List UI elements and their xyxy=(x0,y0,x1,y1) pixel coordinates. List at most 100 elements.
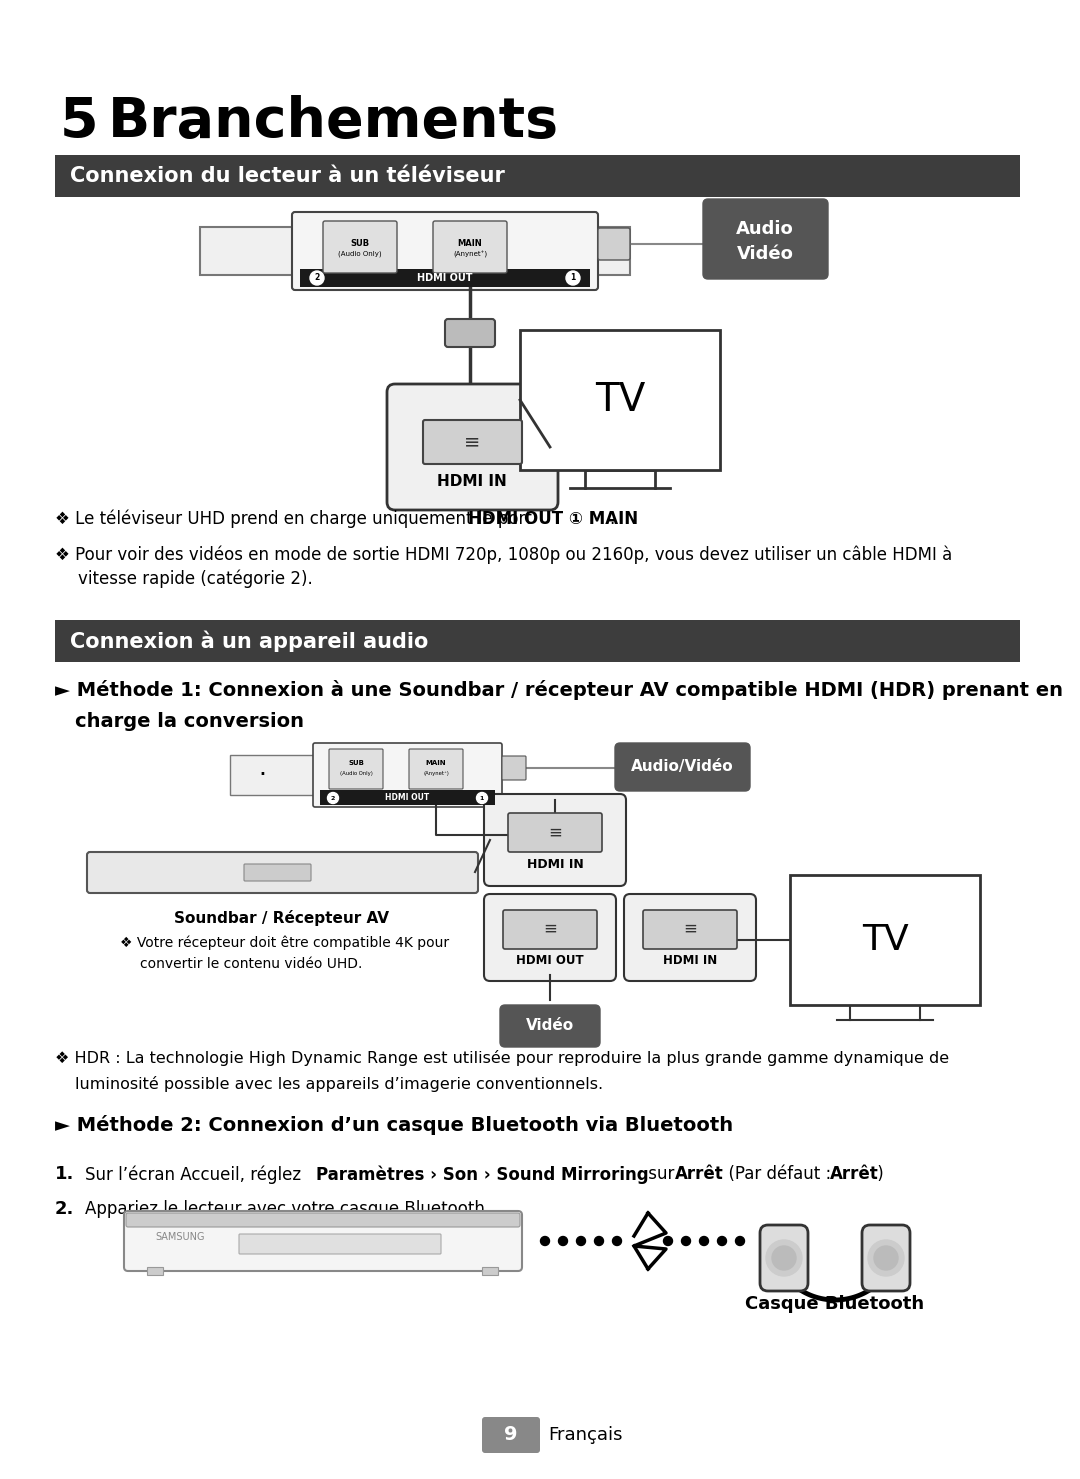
Text: (Anynet⁺): (Anynet⁺) xyxy=(423,771,449,775)
Text: TV: TV xyxy=(862,923,908,957)
Circle shape xyxy=(327,793,338,803)
Circle shape xyxy=(577,1236,585,1245)
Circle shape xyxy=(612,1236,621,1245)
Text: 5: 5 xyxy=(60,95,98,149)
Text: Audio: Audio xyxy=(737,220,794,238)
FancyBboxPatch shape xyxy=(445,319,495,348)
FancyBboxPatch shape xyxy=(503,910,597,950)
Text: ≡: ≡ xyxy=(463,432,481,451)
FancyBboxPatch shape xyxy=(703,200,828,280)
Text: Branchements: Branchements xyxy=(108,95,559,149)
Text: 1.: 1. xyxy=(55,1165,75,1183)
Text: ❖ Votre récepteur doit être compatible 4K pour: ❖ Votre récepteur doit être compatible 4… xyxy=(120,935,449,950)
Text: .): .) xyxy=(872,1165,883,1183)
Text: Arrêt: Arrêt xyxy=(831,1165,879,1183)
FancyBboxPatch shape xyxy=(760,1225,808,1291)
FancyBboxPatch shape xyxy=(423,420,522,464)
Circle shape xyxy=(540,1236,550,1245)
Text: luminosité possible avec les appareils d’imagerie conventionnels.: luminosité possible avec les appareils d… xyxy=(75,1077,603,1092)
FancyBboxPatch shape xyxy=(502,756,526,779)
FancyBboxPatch shape xyxy=(624,893,756,981)
Circle shape xyxy=(476,793,487,803)
Text: Français: Français xyxy=(548,1426,622,1444)
FancyBboxPatch shape xyxy=(239,1233,441,1254)
Text: Vidéo: Vidéo xyxy=(737,246,794,263)
Text: . (Par défaut :: . (Par défaut : xyxy=(718,1165,837,1183)
Text: 2.: 2. xyxy=(55,1199,75,1219)
Circle shape xyxy=(310,271,324,285)
FancyBboxPatch shape xyxy=(508,813,602,852)
Text: HDMI IN: HDMI IN xyxy=(663,954,717,966)
FancyBboxPatch shape xyxy=(500,1006,600,1047)
FancyBboxPatch shape xyxy=(124,1211,522,1270)
Circle shape xyxy=(566,271,580,285)
Text: vitesse rapide (catégorie 2).: vitesse rapide (catégorie 2). xyxy=(78,569,313,589)
Circle shape xyxy=(681,1236,690,1245)
Text: TV: TV xyxy=(595,382,645,419)
Text: SUB: SUB xyxy=(350,238,369,247)
Text: SUB: SUB xyxy=(348,760,364,766)
FancyBboxPatch shape xyxy=(387,385,558,510)
Text: 2: 2 xyxy=(314,274,320,282)
FancyBboxPatch shape xyxy=(87,852,478,893)
Circle shape xyxy=(594,1236,604,1245)
FancyBboxPatch shape xyxy=(484,893,616,981)
Text: Arrêt: Arrêt xyxy=(675,1165,724,1183)
Bar xyxy=(55,620,1020,663)
Text: charge la conversion: charge la conversion xyxy=(75,711,303,731)
Text: ≡: ≡ xyxy=(543,920,557,938)
FancyBboxPatch shape xyxy=(244,864,311,881)
Text: MAIN: MAIN xyxy=(458,238,483,247)
Text: sur: sur xyxy=(643,1165,679,1183)
Text: Connexion à un appareil audio: Connexion à un appareil audio xyxy=(70,630,429,652)
FancyBboxPatch shape xyxy=(598,228,630,260)
Text: Paramètres › Son › Sound Mirroring: Paramètres › Son › Sound Mirroring xyxy=(316,1165,649,1183)
Text: ·: · xyxy=(258,763,266,787)
FancyBboxPatch shape xyxy=(862,1225,910,1291)
Circle shape xyxy=(868,1239,904,1276)
Bar xyxy=(300,269,590,287)
Circle shape xyxy=(700,1236,708,1245)
Text: Casque Bluetooth: Casque Bluetooth xyxy=(745,1296,924,1313)
Text: ❖ HDR : La technologie High Dynamic Range est utilisée pour reproduire la plus g: ❖ HDR : La technologie High Dynamic Rang… xyxy=(55,1050,949,1066)
Text: (Audio Only): (Audio Only) xyxy=(339,771,373,775)
Text: MAIN: MAIN xyxy=(426,760,446,766)
FancyBboxPatch shape xyxy=(643,910,737,950)
Text: convertir le contenu vidéo UHD.: convertir le contenu vidéo UHD. xyxy=(140,957,363,972)
FancyBboxPatch shape xyxy=(329,748,383,788)
Bar xyxy=(230,754,475,796)
Circle shape xyxy=(772,1245,796,1270)
Text: ❖ Pour voir des vidéos en mode de sortie HDMI 720p, 1080p ou 2160p, vous devez u: ❖ Pour voir des vidéos en mode de sortie… xyxy=(55,544,953,563)
Bar xyxy=(519,330,720,470)
Text: HDMI IN: HDMI IN xyxy=(437,475,507,490)
Text: HDMI OUT: HDMI OUT xyxy=(516,954,584,966)
FancyBboxPatch shape xyxy=(313,742,502,808)
FancyBboxPatch shape xyxy=(292,211,598,290)
Text: .: . xyxy=(609,510,615,528)
FancyBboxPatch shape xyxy=(433,220,507,274)
Text: ≡: ≡ xyxy=(683,920,697,938)
FancyBboxPatch shape xyxy=(484,794,626,886)
Circle shape xyxy=(717,1236,727,1245)
Text: 9: 9 xyxy=(504,1426,517,1445)
Circle shape xyxy=(558,1236,567,1245)
Text: 1: 1 xyxy=(570,274,576,282)
Circle shape xyxy=(766,1239,802,1276)
Text: HDMI OUT: HDMI OUT xyxy=(384,794,429,803)
Text: 2: 2 xyxy=(330,796,335,800)
Text: Appariez le lecteur avec votre casque Bluetooth.: Appariez le lecteur avec votre casque Bl… xyxy=(85,1199,490,1219)
Text: (Audio Only): (Audio Only) xyxy=(338,251,382,257)
Bar xyxy=(55,155,1020,197)
Text: HDMI OUT ① MAIN: HDMI OUT ① MAIN xyxy=(468,510,638,528)
Text: Soundbar / Récepteur AV: Soundbar / Récepteur AV xyxy=(175,910,390,926)
Text: SAMSUNG: SAMSUNG xyxy=(156,1232,204,1242)
FancyBboxPatch shape xyxy=(409,748,463,788)
Text: ❖ Le téléviseur UHD prend en charge uniquement le port: ❖ Le téléviseur UHD prend en charge uniq… xyxy=(55,510,537,528)
Text: 1: 1 xyxy=(480,796,484,800)
Bar xyxy=(147,1268,163,1275)
Circle shape xyxy=(874,1245,897,1270)
Circle shape xyxy=(663,1236,673,1245)
FancyBboxPatch shape xyxy=(126,1213,519,1228)
Circle shape xyxy=(735,1236,744,1245)
Text: Audio/Vidéo: Audio/Vidéo xyxy=(631,760,733,775)
